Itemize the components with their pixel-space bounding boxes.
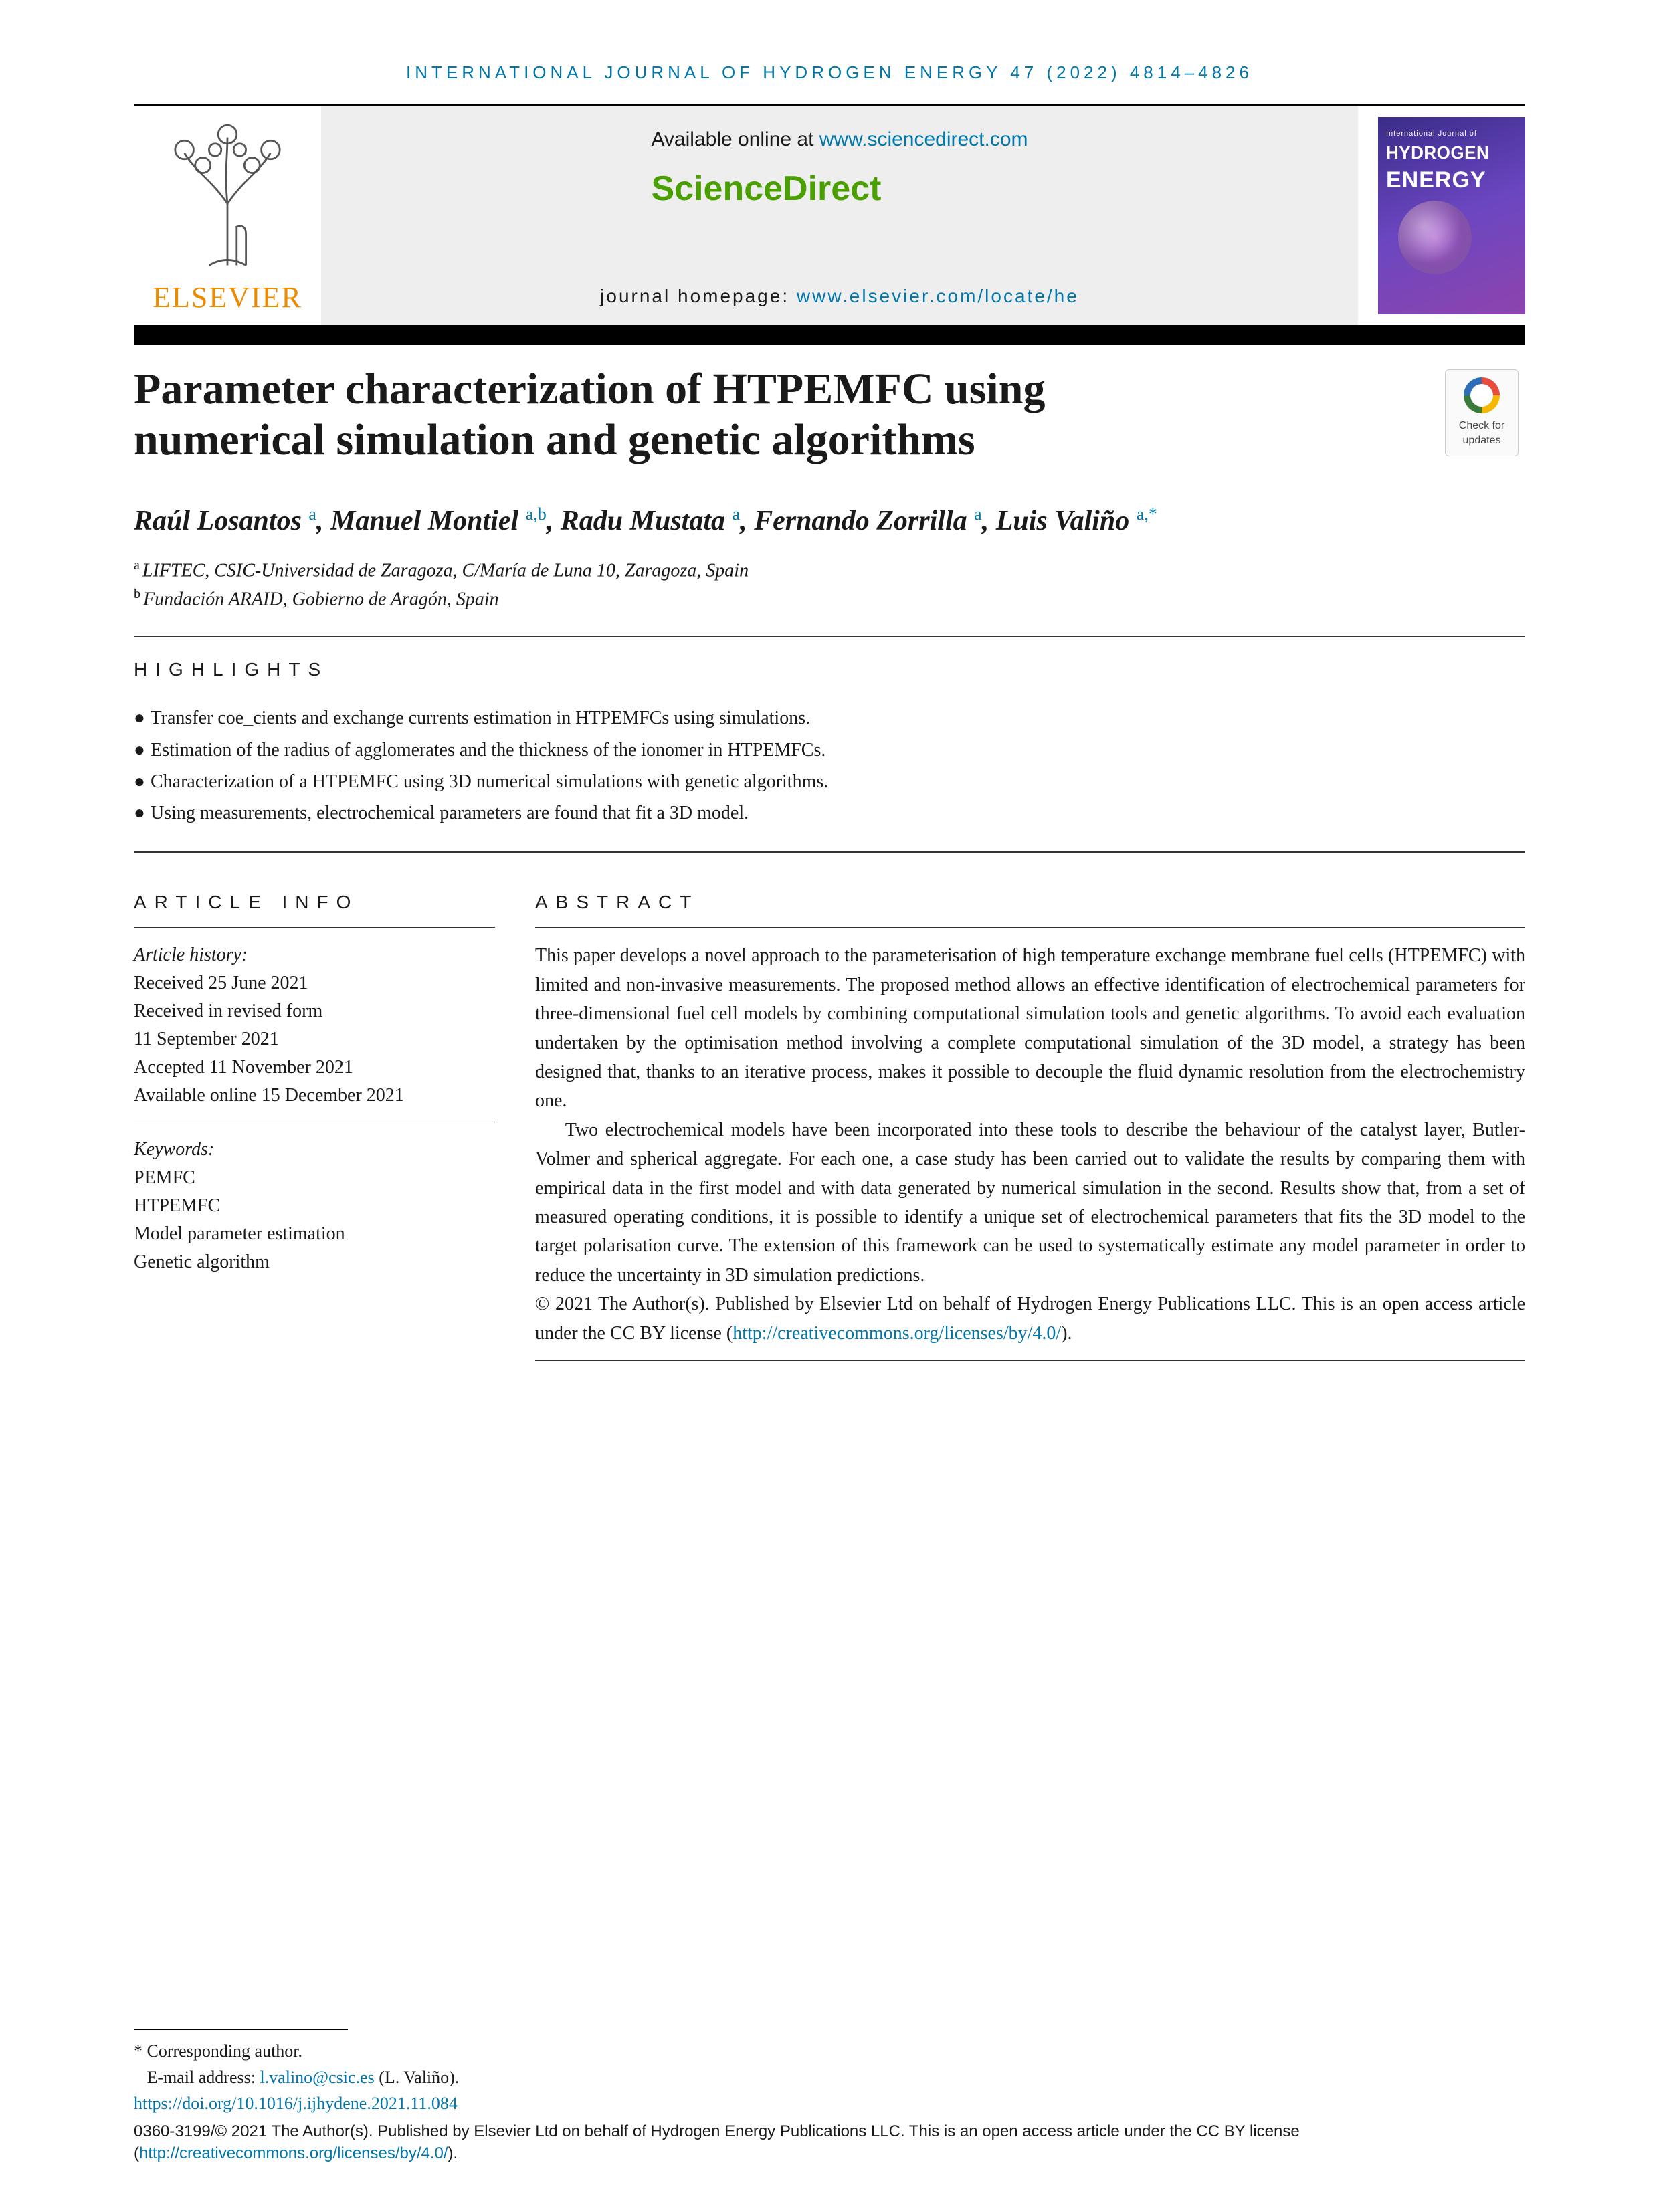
keyword: PEMFC [134, 1164, 495, 1192]
cover-suptitle: International Journal of [1386, 129, 1517, 139]
highlight-item: ● Characterization of a HTPEMFC using 3D… [134, 766, 1525, 797]
cover-art-icon [1398, 201, 1472, 274]
cc-license-link-footer[interactable]: http://creativecommons.org/licenses/by/4… [139, 2144, 448, 2163]
abstract-text: This paper develops a novel approach to … [535, 941, 1525, 1347]
journal-cover: International Journal of HYDROGEN ENERGY [1378, 117, 1525, 314]
rule [535, 927, 1525, 928]
cover-title-1: HYDROGEN [1386, 140, 1517, 165]
article-title: Parameter characterization of HTPEMFC us… [134, 364, 1238, 466]
corresponding-author: * Corresponding author. [134, 2038, 1525, 2064]
history-line: Accepted 11 November 2021 [134, 1053, 495, 1082]
keywords-label: Keywords: [134, 1136, 495, 1164]
journal-homepage: journal homepage: www.elsevier.com/locat… [600, 283, 1079, 309]
abstract-p1: This paper develops a novel approach to … [535, 941, 1525, 1115]
masthead: ELSEVIER Available online at www.science… [134, 104, 1525, 325]
running-head: INTERNATIONAL JOURNAL OF HYDROGEN ENERGY… [134, 60, 1525, 84]
elsevier-wordmark: ELSEVIER [153, 277, 302, 318]
author: Raúl Losantos a [134, 506, 316, 536]
doi-link[interactable]: https://doi.org/10.1016/j.ijhydene.2021.… [134, 2094, 458, 2113]
rule [134, 636, 1525, 637]
crossmark-icon [1464, 377, 1500, 413]
article-info-heading: ARTICLE INFO [134, 889, 495, 915]
abstract-heading: ABSTRACT [535, 889, 1525, 915]
info-abstract-columns: ARTICLE INFO Article history: Received 2… [134, 872, 1525, 1373]
badge-line1: Check for [1459, 419, 1504, 433]
article-history: Article history: Received 25 June 2021 R… [134, 941, 495, 1110]
sciencedirect-logo: ScienceDirect [651, 165, 1028, 213]
history-line: Received 25 June 2021 [134, 969, 495, 997]
copyright-line: © 2021 The Author(s). Published by Elsev… [535, 1290, 1525, 1348]
author: Fernando Zorrilla a [754, 506, 982, 536]
rule [134, 927, 495, 928]
author: Manuel Montiel a,b [330, 506, 547, 536]
history-line: Received in revised form [134, 997, 495, 1025]
rule [134, 851, 1525, 853]
sciencedirect-url[interactable]: www.sciencedirect.com [819, 128, 1028, 150]
history-line: Available online 15 December 2021 [134, 1082, 495, 1110]
highlight-item: ● Estimation of the radius of agglomerat… [134, 734, 1525, 766]
elsevier-tree-icon [151, 119, 304, 273]
email-line: E-mail address: l.valino@csic.es (L. Val… [134, 2064, 1525, 2090]
abstract-p2: Two electrochemical models have been inc… [535, 1116, 1525, 1290]
highlights-list: ● Transfer coe_cients and exchange curre… [134, 702, 1525, 829]
journal-cover-box: International Journal of HYDROGEN ENERGY [1358, 106, 1525, 325]
affiliation-a: aLIFTEC, CSIC-Universidad de Zaragoza, C… [134, 556, 1525, 585]
author-email-link[interactable]: l.valino@csic.es [260, 2068, 374, 2087]
issn-copyright: 0360-3199/© 2021 The Author(s). Publishe… [134, 2120, 1525, 2165]
highlights-heading: HIGHLIGHTS [134, 656, 1525, 682]
abstract-column: ABSTRACT This paper develops a novel app… [535, 872, 1525, 1373]
email-tail: (L. Valiño). [375, 2068, 460, 2087]
author: Radu Mustata a [561, 506, 740, 536]
black-separator-bar [134, 325, 1525, 345]
history-label: Article history: [134, 941, 495, 969]
keywords-block: Keywords: PEMFC HTPEMFC Model parameter … [134, 1136, 495, 1276]
cover-title-2: ENERGY [1386, 165, 1517, 197]
homepage-prefix: journal homepage: [600, 286, 797, 306]
highlight-item: ● Transfer coe_cients and exchange curre… [134, 702, 1525, 734]
footnote-rule [134, 2029, 348, 2030]
email-label: E-mail address: [147, 2068, 260, 2087]
badge-line2: updates [1463, 433, 1501, 448]
history-line: 11 September 2021 [134, 1025, 495, 1053]
issn-post: ). [448, 2144, 458, 2163]
page-footer: * Corresponding author. E-mail address: … [134, 2029, 1525, 2165]
keyword: HTPEMFC [134, 1192, 495, 1220]
highlight-item: ● Using measurements, electrochemical pa… [134, 797, 1525, 829]
article-info-column: ARTICLE INFO Article history: Received 2… [134, 872, 495, 1373]
publisher-logo-block: ELSEVIER [134, 106, 321, 325]
cc-license-link[interactable]: http://creativecommons.org/licenses/by/4… [733, 1323, 1061, 1344]
available-prefix: Available online at [651, 128, 819, 150]
sciencedirect-block: Available online at www.sciencedirect.co… [321, 106, 1358, 325]
copyright-post: ). [1061, 1323, 1072, 1344]
title-row: Parameter characterization of HTPEMFC us… [134, 364, 1525, 466]
authors-block: Raúl Losantos a, Manuel Montiel a,b, Rad… [134, 502, 1525, 540]
affiliation-b: bFundación ARAID, Gobierno de Aragón, Sp… [134, 585, 1525, 613]
author: Luis Valiño a,* [996, 506, 1157, 536]
keyword: Genetic algorithm [134, 1248, 495, 1276]
available-online-text: Available online at www.sciencedirect.co… [651, 128, 1028, 150]
homepage-link[interactable]: www.elsevier.com/locate/he [797, 286, 1079, 306]
affiliations: aLIFTEC, CSIC-Universidad de Zaragoza, C… [134, 556, 1525, 613]
check-updates-button[interactable]: Check for updates [1445, 369, 1519, 456]
doi-line: https://doi.org/10.1016/j.ijhydene.2021.… [134, 2090, 1525, 2116]
keyword: Model parameter estimation [134, 1220, 495, 1248]
rule [535, 1360, 1525, 1361]
